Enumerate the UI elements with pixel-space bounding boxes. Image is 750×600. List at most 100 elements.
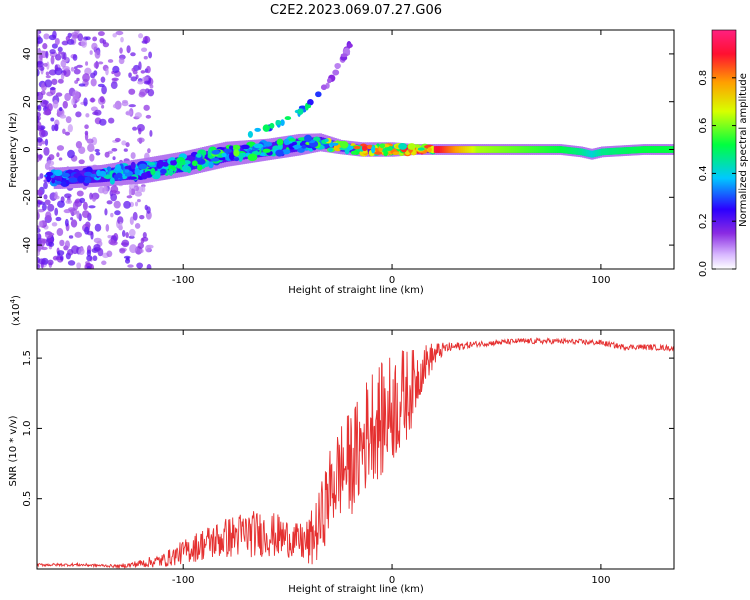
noise-blob: [59, 106, 63, 112]
track-core: [550, 146, 554, 153]
track-core: [588, 150, 592, 158]
noise-blob: [121, 140, 127, 146]
noise-blob: [62, 100, 68, 109]
colorbar-ticks: 0.0 0.2 0.4 0.6 0.8: [698, 70, 736, 277]
noise-blob: [63, 68, 71, 77]
noise-blob: [141, 40, 148, 44]
noise-blob: [130, 152, 136, 159]
noise-blob: [112, 33, 117, 38]
noise-blob: [137, 199, 141, 203]
track-core: [630, 146, 634, 154]
track-blob: [229, 145, 234, 150]
track-core: [452, 146, 456, 153]
noise-blob: [123, 148, 128, 152]
track-blob: [288, 143, 296, 150]
noise-blob: [139, 88, 148, 97]
track-blob: [157, 159, 164, 168]
snr-multiplier-label: (x104): [9, 295, 22, 326]
track-blob: [276, 138, 284, 146]
branch-blob: [307, 99, 314, 106]
noise-blob: [144, 204, 148, 211]
noise-blob: [129, 244, 137, 254]
branch-blob: [347, 43, 353, 48]
track-core: [440, 146, 444, 153]
noise-blob: [128, 187, 132, 196]
track-core: [607, 148, 611, 155]
branch-blob: [340, 53, 348, 58]
noise-blob: [89, 263, 95, 269]
track-core: [509, 146, 513, 153]
noise-blob: [94, 49, 101, 59]
colorbar-label: Normalized spectral amplitude: [738, 73, 749, 227]
noise-blob: [97, 61, 104, 65]
track-blob: [53, 169, 63, 177]
noise-blob: [59, 239, 65, 247]
noise-blob: [85, 61, 89, 66]
track-core: [435, 146, 440, 153]
noise-blob: [145, 114, 152, 119]
noise-blob: [44, 138, 49, 146]
noise-blob: [37, 225, 40, 229]
noise-blob: [68, 235, 74, 239]
noise-blob: [107, 234, 112, 239]
snr-frame: [36, 329, 675, 570]
noise-blob: [91, 42, 98, 51]
track-blob: [61, 181, 67, 187]
noise-blob: [64, 208, 70, 213]
noise-blob: [112, 156, 116, 161]
spectrogram-x-axis-label: Height of straight line (km): [288, 285, 424, 296]
noise-blob: [86, 254, 93, 262]
track-blob: [253, 143, 264, 149]
track-blob: [186, 166, 192, 174]
track-core: [596, 149, 600, 157]
track-core: [582, 149, 586, 156]
track-core: [613, 147, 617, 155]
track-core: [617, 147, 621, 155]
noise-blob: [59, 255, 64, 261]
noise-blob: [37, 104, 42, 112]
spectrogram-panel: -100 0 100 -40 -20 0 20 40 Height of straight …: [8, 29, 675, 296]
noise-blob: [61, 40, 69, 46]
colorbar-tick-label: 0.4: [698, 165, 709, 181]
noise-blob: [37, 189, 43, 196]
noise-blob: [37, 227, 41, 233]
track-core: [490, 146, 494, 153]
track-blob: [77, 175, 85, 183]
noise-blob: [101, 260, 107, 266]
track-core: [554, 146, 559, 153]
noise-blob: [126, 195, 133, 199]
track-blob: [301, 144, 307, 149]
track-blob: [109, 177, 115, 185]
track-core: [615, 147, 619, 155]
noise-blob: [90, 72, 96, 79]
noise-blob: [67, 149, 75, 159]
track-core: [465, 146, 469, 153]
track-blob: [297, 147, 305, 153]
track-core: [460, 146, 465, 153]
colorbar-scale: [711, 29, 737, 270]
noise-blob: [37, 48, 40, 52]
track-core: [486, 146, 490, 153]
noise-blob: [44, 199, 51, 205]
track-core: [471, 146, 475, 153]
track-core: [605, 148, 609, 155]
track-core: [594, 149, 598, 157]
track-core: [590, 150, 594, 158]
track-band: [57, 171, 62, 185]
track-core: [623, 147, 628, 154]
track-core: [634, 146, 638, 154]
noise-blob: [37, 200, 43, 204]
noise-blob: [80, 39, 88, 48]
track-blob: [232, 144, 241, 151]
noise-blob: [54, 64, 59, 72]
noise-blob: [134, 223, 141, 229]
track-core: [544, 146, 548, 153]
track-core: [500, 146, 504, 153]
noise-blob: [132, 126, 138, 131]
track-core: [625, 147, 630, 154]
noise-blob: [112, 103, 119, 109]
noise-blob: [56, 145, 65, 151]
track-blob: [68, 177, 78, 183]
noise-blob: [138, 33, 144, 39]
branch-blob: [320, 84, 327, 91]
